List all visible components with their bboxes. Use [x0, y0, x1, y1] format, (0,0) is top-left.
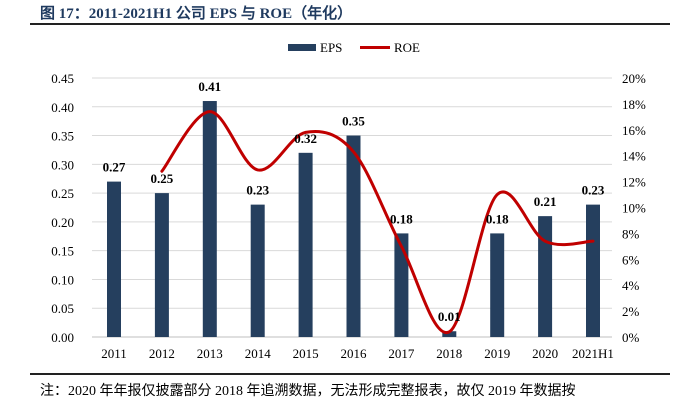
eps-data-label: 0.25: [151, 171, 174, 186]
right-tick-label: 10%: [622, 201, 646, 216]
left-tick-label: 0.05: [51, 301, 74, 316]
right-tick-label: 14%: [622, 149, 646, 164]
x-tick-label: 2014: [245, 346, 272, 361]
right-tick-label: 20%: [622, 71, 646, 86]
x-tick-label: 2017: [388, 346, 415, 361]
x-tick-label: 2013: [197, 346, 223, 361]
right-tick-label: 12%: [622, 175, 646, 190]
left-tick-label: 0.35: [51, 129, 74, 144]
left-tick-label: 0.25: [51, 186, 74, 201]
legend-roe-label: ROE: [394, 40, 420, 55]
left-tick-label: 0.30: [51, 157, 74, 172]
x-tick-label: 2018: [436, 346, 462, 361]
eps-bar: [442, 331, 457, 337]
footnote: 注：2020 年年报仅披露部分 2018 年追溯数据，无法形成完整报表，故仅 2…: [40, 384, 576, 399]
x-tick-label: 2021H1: [572, 346, 614, 361]
eps-bar: [586, 204, 600, 337]
note-divider: [30, 373, 670, 375]
eps-bar: [538, 216, 553, 337]
eps-bar: [154, 193, 169, 337]
right-tick-label: 18%: [622, 97, 646, 112]
eps-bar: [202, 101, 217, 338]
right-tick-label: 8%: [622, 226, 640, 241]
x-tick-label: 2011: [101, 346, 127, 361]
eps-bar: [346, 135, 361, 337]
eps-bar: [394, 233, 409, 337]
eps-data-label: 0.01: [438, 309, 461, 324]
x-tick-label: 2019: [484, 346, 510, 361]
x-tick-label: 2015: [293, 346, 319, 361]
left-tick-label: 0.00: [51, 330, 74, 345]
x-tick-label: 2012: [149, 346, 175, 361]
eps-bar: [250, 204, 265, 337]
eps-data-label: 0.23: [246, 183, 269, 198]
eps-bar: [107, 181, 121, 337]
right-tick-label: 2%: [622, 304, 640, 319]
legend-eps-label: EPS: [320, 40, 342, 55]
eps-bar: [298, 152, 313, 337]
eps-data-label: 0.41: [198, 79, 221, 94]
figure-title: 图 17：2011-2021H1 公司 EPS 与 ROE（年化）: [40, 6, 353, 22]
right-tick-label: 4%: [622, 278, 640, 293]
right-tick-label: 0%: [622, 330, 640, 345]
title-divider: [30, 23, 670, 25]
right-tick-label: 16%: [622, 123, 646, 138]
left-tick-label: 0.10: [51, 272, 74, 287]
eps-data-label: 0.18: [486, 211, 509, 226]
eps-data-label: 0.35: [342, 114, 365, 129]
x-tick-label: 2020: [532, 346, 558, 361]
eps-bar: [490, 233, 505, 337]
roe-line: [160, 110, 595, 334]
left-tick-label: 0.15: [51, 244, 74, 259]
eps-data-label: 0.32: [294, 131, 317, 146]
left-tick-label: 0.40: [51, 100, 74, 115]
right-tick-label: 6%: [622, 252, 640, 267]
eps-data-label: 0.27: [103, 160, 126, 175]
left-tick-label: 0.20: [51, 215, 74, 230]
eps-data-label: 0.23: [582, 183, 605, 198]
eps-data-label: 0.21: [534, 194, 557, 209]
legend-eps-swatch: [288, 44, 316, 51]
left-tick-label: 0.45: [51, 71, 74, 86]
eps-data-label: 0.18: [390, 211, 413, 226]
x-tick-label: 2016: [341, 346, 368, 361]
